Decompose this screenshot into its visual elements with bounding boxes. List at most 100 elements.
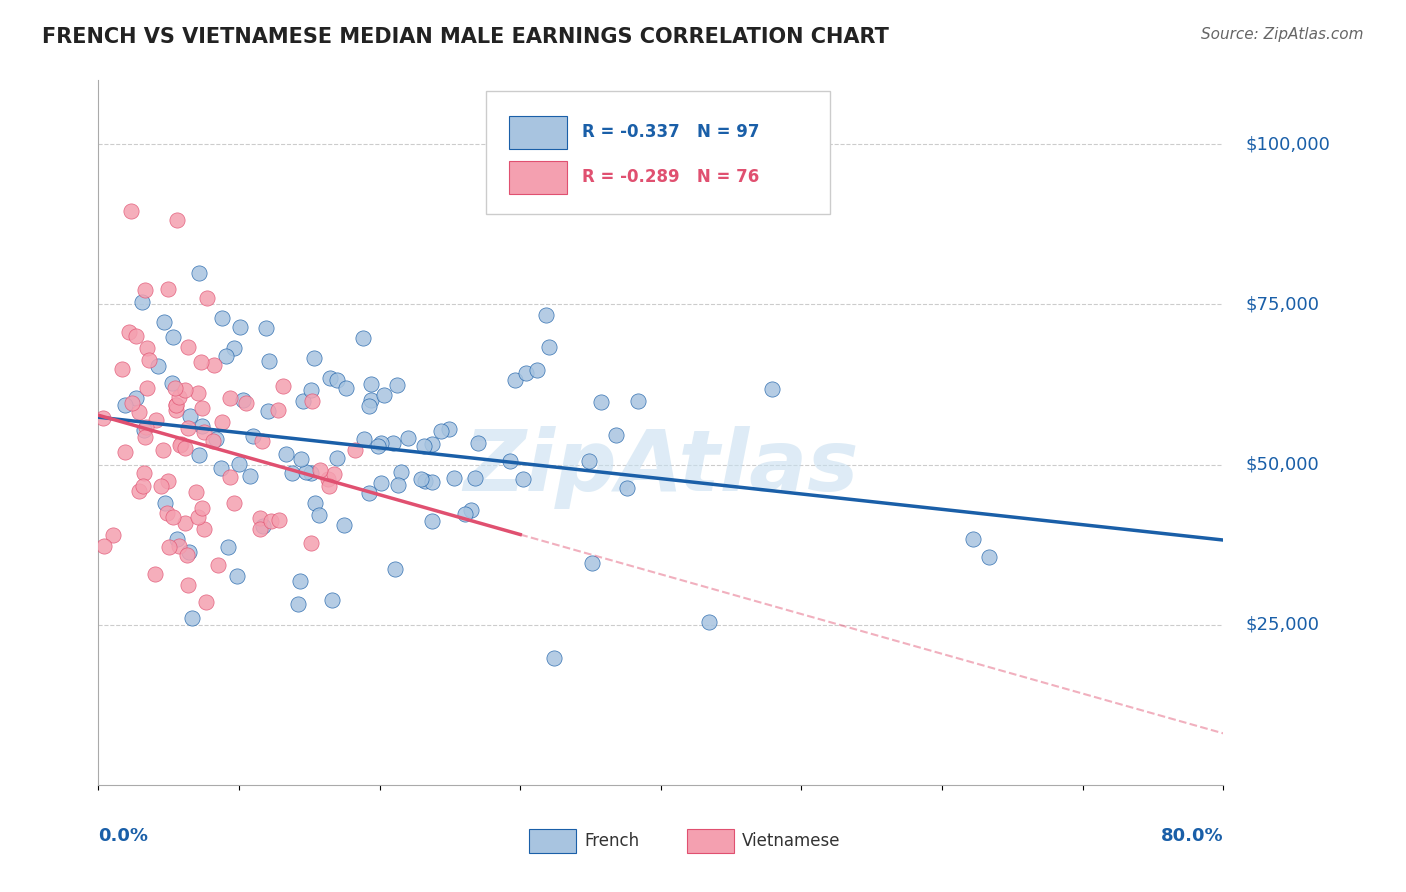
Point: [627, 394, 650, 409]
Point: [191, 401, 214, 415]
Point: [118, 325, 141, 339]
Point: [187, 266, 209, 280]
Point: [267, 403, 290, 417]
Point: [225, 569, 247, 583]
Point: [460, 503, 482, 517]
Point: [409, 472, 432, 486]
Point: [578, 454, 600, 468]
Point: [134, 283, 156, 297]
Point: [211, 415, 233, 429]
Point: [187, 386, 209, 401]
Point: [280, 466, 302, 480]
Point: [114, 445, 136, 459]
Point: [413, 474, 436, 488]
Point: [218, 470, 240, 484]
Point: [464, 471, 486, 485]
Point: [292, 394, 315, 409]
Point: [131, 294, 153, 309]
Point: [114, 398, 136, 412]
Text: $75,000: $75,000: [1246, 295, 1320, 313]
Point: [125, 328, 148, 343]
Point: [138, 353, 160, 368]
Point: [273, 379, 295, 393]
Point: [135, 381, 157, 395]
Point: [135, 420, 157, 434]
Text: $25,000: $25,000: [1246, 615, 1320, 634]
Point: [420, 437, 443, 451]
Point: [761, 382, 783, 396]
Point: [143, 566, 166, 581]
Point: [157, 282, 180, 296]
Point: [249, 522, 271, 536]
Point: [150, 479, 173, 493]
Point: [979, 549, 1001, 564]
Point: [153, 315, 176, 329]
Point: [301, 394, 323, 409]
Point: [179, 409, 201, 424]
Point: [290, 451, 312, 466]
Point: [165, 381, 187, 395]
Text: French: French: [585, 832, 640, 850]
Point: [179, 545, 201, 559]
Point: [420, 515, 443, 529]
Point: [132, 479, 155, 493]
Text: ZipAtlas: ZipAtlas: [463, 426, 859, 509]
Point: [344, 443, 367, 458]
Point: [591, 394, 613, 409]
Point: [302, 351, 325, 365]
Point: [382, 435, 405, 450]
Point: [304, 496, 326, 510]
Point: [287, 597, 309, 611]
Point: [228, 457, 250, 471]
Point: [420, 475, 443, 490]
Point: [211, 310, 233, 325]
Point: [156, 475, 179, 489]
Point: [128, 484, 150, 499]
Point: [173, 441, 195, 455]
Point: [205, 432, 228, 446]
Point: [538, 340, 561, 354]
Point: [367, 439, 389, 453]
Point: [288, 574, 311, 588]
Point: [373, 388, 395, 402]
Point: [387, 478, 409, 492]
Text: 0.0%: 0.0%: [98, 827, 149, 846]
Point: [318, 472, 340, 486]
Point: [360, 392, 382, 407]
Point: [294, 465, 316, 479]
Point: [120, 203, 142, 218]
Point: [512, 472, 534, 486]
Point: [299, 384, 322, 398]
Point: [155, 496, 177, 510]
Point: [370, 476, 392, 491]
Point: [257, 404, 280, 418]
Point: [124, 392, 146, 406]
Point: [166, 212, 188, 227]
Point: [176, 548, 198, 562]
FancyBboxPatch shape: [486, 91, 830, 214]
Point: [157, 541, 180, 555]
Point: [152, 442, 174, 457]
FancyBboxPatch shape: [509, 161, 568, 194]
Point: [191, 418, 214, 433]
Point: [195, 595, 218, 609]
Point: [229, 319, 252, 334]
Point: [162, 509, 184, 524]
Point: [526, 363, 548, 377]
Point: [543, 651, 565, 665]
Point: [235, 395, 257, 409]
Point: [219, 391, 242, 405]
Point: [193, 522, 215, 536]
Point: [252, 518, 274, 533]
Point: [254, 320, 277, 334]
Point: [534, 308, 557, 322]
Point: [384, 562, 406, 576]
Point: [321, 593, 343, 607]
Point: [697, 615, 720, 629]
Point: [145, 412, 167, 426]
Point: [165, 399, 187, 413]
Point: [962, 532, 984, 546]
Point: [177, 421, 200, 435]
Point: [353, 432, 375, 446]
Point: [176, 340, 198, 354]
